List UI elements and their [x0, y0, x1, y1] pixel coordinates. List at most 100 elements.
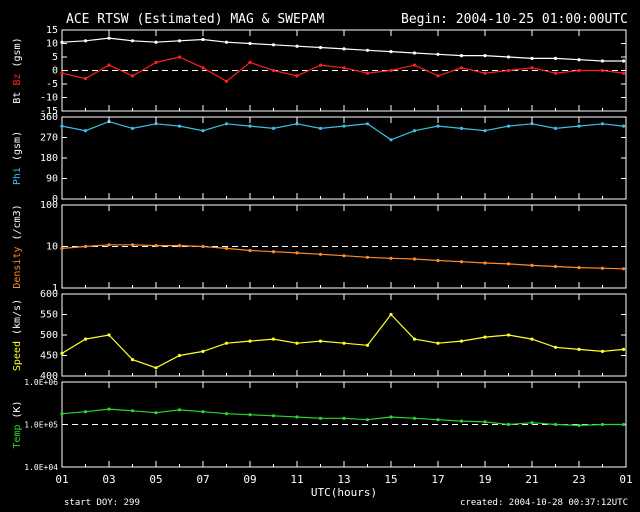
y-tick-label-density: 10 [46, 242, 58, 253]
x-tick-label: 15 [384, 473, 397, 486]
data-point-density [107, 243, 111, 247]
data-point-phi [483, 129, 487, 133]
data-point-temp [436, 418, 440, 422]
data-point-phi [248, 124, 252, 128]
panel-frame-speed [61, 293, 627, 377]
data-point-bz [365, 71, 370, 75]
data-point-bz [577, 68, 581, 73]
data-point-temp [365, 418, 370, 422]
data-point-speed [318, 339, 323, 343]
data-point-density [553, 264, 558, 269]
data-point-speed [271, 337, 276, 341]
data-point-temp [295, 415, 299, 419]
y-tick-label-mag: 10 [46, 39, 58, 50]
y-axis-label-density: Density (/cm3) [12, 204, 23, 288]
data-point-bz [530, 66, 534, 70]
y-axis-label-part: Temp [12, 425, 23, 449]
data-point-density [412, 257, 417, 261]
data-point-bt [483, 54, 487, 58]
data-point-temp [318, 416, 323, 420]
data-point-speed [483, 335, 487, 339]
data-point-bz [459, 66, 464, 70]
x-tick-label: 21 [525, 473, 538, 486]
data-point-temp [107, 407, 111, 411]
y-tick-label-speed: 550 [40, 310, 58, 321]
data-point-temp [600, 422, 605, 427]
data-point-speed [295, 341, 299, 345]
data-point-density [436, 258, 440, 263]
y-axis-label-part: Bz [12, 74, 23, 92]
data-point-bz [342, 66, 346, 70]
y-axis-label-speed: Speed (km/s) [12, 299, 23, 371]
data-point-bz [177, 55, 182, 59]
series-density [60, 243, 626, 271]
data-point-speed [577, 347, 581, 351]
y-tick-label-phi: 0 [52, 194, 58, 205]
data-point-bt [295, 44, 299, 48]
data-point-bt [600, 59, 605, 63]
x-tick-label: 03 [102, 473, 115, 486]
y-tick-label-density: 100 [40, 200, 58, 211]
data-point-density [248, 248, 252, 253]
y-tick-label-phi: 270 [40, 133, 58, 144]
data-point-bt [107, 36, 111, 40]
y-tick-label-mag: -5 [46, 79, 58, 90]
start-doy: start DOY: 299 [64, 498, 140, 508]
data-point-temp [248, 413, 252, 417]
data-point-temp [622, 422, 626, 427]
data-point-phi [342, 124, 346, 128]
data-point-speed [389, 312, 393, 317]
data-point-temp [130, 409, 135, 413]
data-point-bz [60, 71, 64, 75]
data-point-density [365, 255, 370, 259]
data-point-temp [389, 415, 393, 419]
data-point-temp [506, 422, 511, 427]
data-point-phi [530, 122, 534, 126]
y-axis-label-part: Bt [12, 92, 23, 104]
data-point-speed [224, 341, 229, 345]
x-tick-label: 07 [196, 473, 209, 486]
data-point-temp [530, 421, 534, 425]
data-point-bz [622, 71, 626, 75]
data-point-bt [459, 54, 464, 58]
data-point-density [177, 244, 182, 248]
y-axis-label-part: (/cm3) [12, 204, 23, 246]
y-tick-label-mag: 5 [52, 52, 58, 63]
panel-mag: 15 10 5 0 -5 -10 -15 Bt Bz (gsm) [12, 25, 627, 117]
data-point-speed [506, 333, 511, 337]
data-point-bt [224, 40, 229, 44]
y-axis-label-part: (gsm) [12, 131, 23, 167]
y-axis-label-part: Density [12, 247, 23, 289]
data-point-bt [553, 56, 558, 61]
data-point-phi [459, 126, 464, 130]
data-point-bz [553, 71, 558, 75]
data-point-bt [130, 39, 135, 43]
panel-density: 100 10 1 Density (/cm3) [12, 200, 627, 294]
series-line-density [61, 244, 624, 270]
data-point-bz [483, 71, 487, 75]
y-axis-label-temp: Temp (K) [12, 400, 23, 448]
series-bt [60, 36, 626, 63]
data-point-temp [342, 416, 346, 420]
data-point-phi [201, 129, 205, 133]
plot-panels: 15 10 5 0 -5 -10 -15 Bt Bz (gsm) 360 270 180 90 0 Phi… [12, 25, 627, 472]
data-point-phi [365, 122, 370, 126]
data-point-bt [342, 47, 346, 51]
y-tick-label-speed: 450 [40, 351, 58, 362]
x-tick-label: 11 [290, 473, 303, 486]
series-phi [60, 120, 626, 142]
data-point-phi [271, 126, 276, 130]
data-point-speed [553, 345, 558, 349]
panel-frame-phi [61, 116, 627, 200]
series-line-bz [61, 56, 624, 83]
data-point-temp [483, 420, 487, 424]
y-tick-label-mag: 15 [46, 25, 58, 36]
y-tick-label-phi: 360 [40, 112, 58, 123]
data-point-phi [389, 138, 393, 142]
data-point-bt [506, 55, 511, 59]
data-point-density [224, 246, 229, 250]
data-point-density [577, 266, 581, 270]
x-tick-label: 01 [619, 473, 632, 486]
data-point-temp [201, 410, 205, 414]
